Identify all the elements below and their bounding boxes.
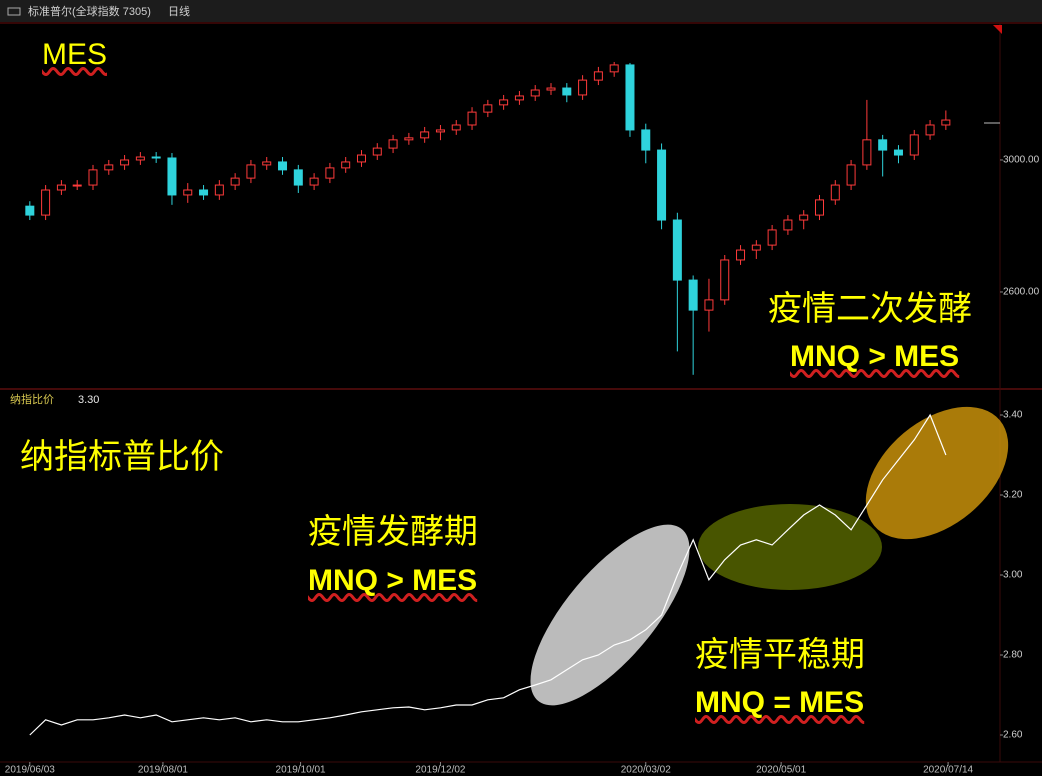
header-title: 标准普尔(全球指数 7305) <box>28 4 151 18</box>
candle-body <box>120 159 130 166</box>
candle-body <box>530 89 540 97</box>
ratio-line <box>29 413 947 736</box>
candle-body <box>356 154 366 163</box>
y-tick-label: 3.40 <box>1003 410 1023 421</box>
x-tick-label: 2019/08/01 <box>138 765 188 776</box>
candle-body <box>562 87 572 96</box>
y-tick-label: 2600.00 <box>1003 287 1040 298</box>
candle-body <box>625 64 635 131</box>
candle-body <box>893 149 903 156</box>
y-tick-label: 2.60 <box>1003 730 1023 741</box>
candle-body <box>467 111 477 126</box>
candle-body <box>578 79 588 96</box>
chart-title: MES <box>42 38 108 71</box>
candle-body <box>941 119 951 126</box>
candle-body <box>230 177 240 186</box>
indicator-value: 3.30 <box>78 394 99 406</box>
candle-body <box>909 134 919 156</box>
chart-title: 纳指标普比价 <box>20 437 224 477</box>
candle-body <box>293 169 303 186</box>
candle-body <box>246 164 256 179</box>
y-tick-label: 2.80 <box>1003 650 1023 661</box>
candle-body <box>325 167 335 179</box>
candle-body <box>151 156 161 159</box>
annotation: 疫情二次发酵 <box>768 289 972 329</box>
candle-body <box>704 299 714 311</box>
x-tick-label: 2019/10/01 <box>276 765 326 776</box>
candle-body <box>925 124 935 136</box>
candle-body <box>420 131 430 139</box>
header-icon <box>7 7 21 16</box>
x-tick-label: 2020/07/14 <box>923 765 973 776</box>
annotation: 疫情平稳期 <box>695 635 865 675</box>
candle-body <box>199 189 209 196</box>
candle-body <box>862 139 872 166</box>
candle-body <box>499 99 509 106</box>
annotation: MNQ = MES <box>695 686 865 719</box>
candle-body <box>641 129 651 151</box>
candle-body <box>435 129 445 133</box>
candle-body <box>372 147 382 156</box>
candle-body <box>41 189 51 216</box>
x-tick-label: 2019/06/03 <box>5 765 55 776</box>
candle-body <box>135 156 145 161</box>
candle-body <box>56 184 66 191</box>
candle-body <box>262 161 272 166</box>
candle-body <box>657 149 667 221</box>
indicator-selector[interactable]: 纳指比价 <box>10 392 54 406</box>
x-tick-label: 2020/03/02 <box>621 765 671 776</box>
corner-marker <box>993 25 1002 34</box>
candle-body <box>404 137 414 141</box>
annotation: MNQ > MES <box>790 340 960 373</box>
candle-body <box>751 244 761 251</box>
candle-body <box>183 189 193 196</box>
y-tick-label: 3000.00 <box>1003 155 1040 166</box>
candle-body <box>593 71 603 81</box>
candle-body <box>309 177 319 186</box>
candle-body <box>278 161 288 171</box>
candle-body <box>72 184 82 187</box>
annotation: 疫情发酵期 <box>308 512 478 552</box>
candle-body <box>767 229 777 246</box>
highlight-ellipse <box>530 524 690 706</box>
candle-body <box>815 199 825 216</box>
candle-body <box>514 95 524 101</box>
header-bar <box>0 0 1042 22</box>
candle-body <box>483 104 493 113</box>
candle-body <box>878 139 888 151</box>
x-tick-label: 2020/05/01 <box>756 765 806 776</box>
candle-body <box>846 164 856 186</box>
candle-body <box>104 164 114 171</box>
candle-body <box>388 139 398 149</box>
candle-body <box>88 169 98 186</box>
candle-body <box>799 214 809 221</box>
candle-body <box>546 87 556 91</box>
candle-body <box>609 64 619 73</box>
y-tick-label: 3.20 <box>1003 490 1023 501</box>
y-tick-label: 3.00 <box>1003 570 1023 581</box>
candle-body <box>451 124 461 131</box>
candle-body <box>688 279 698 311</box>
candle-body <box>167 157 177 196</box>
period-selector[interactable]: 日线 <box>168 4 190 18</box>
candle-body <box>830 184 840 201</box>
candle-body <box>783 219 793 231</box>
highlight-ellipse <box>698 504 882 590</box>
candle-body <box>25 205 35 216</box>
highlight-ellipse <box>865 406 1009 540</box>
candle-body <box>214 184 224 196</box>
x-tick-label: 2019/12/02 <box>415 765 465 776</box>
annotation: MNQ > MES <box>308 564 478 597</box>
candle-body <box>720 259 730 301</box>
candle-body <box>672 219 682 281</box>
candle-body <box>341 161 351 169</box>
candle-body <box>736 249 746 261</box>
